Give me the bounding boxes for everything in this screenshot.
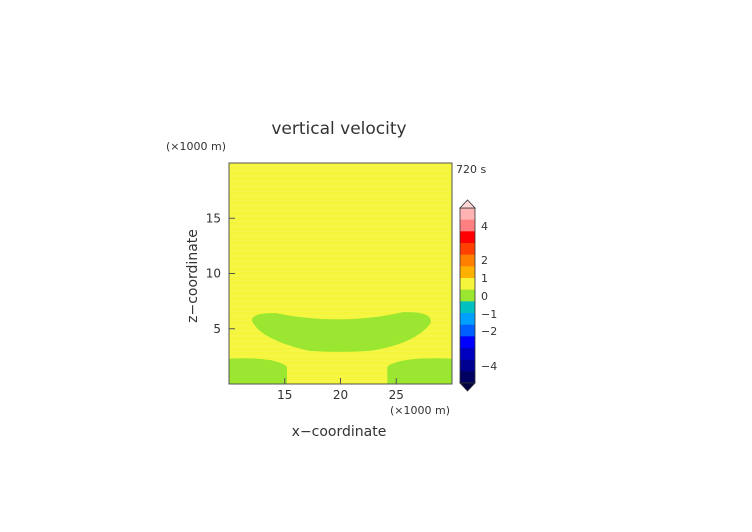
x-axis: 15 20 25 [277,378,404,402]
colorbar-label: −4 [481,360,497,373]
colorbar-segment [460,371,475,384]
y-axis-label: z−coordinate [185,229,201,323]
colorbar-segment [460,324,475,337]
colorbar-segment [460,289,475,302]
colorbar-bottom-arrow [459,382,476,392]
contour-region-lower-left [229,358,287,384]
colorbar-segment [460,336,475,349]
colorbar-label: 0 [481,290,488,303]
colorbar-label: −1 [481,308,497,321]
colorbar-top-arrow [459,199,476,209]
colorbar-segment [460,301,475,314]
colorbar-label: 4 [481,220,488,233]
y-tick-label: 15 [206,211,221,225]
colorbar-label: 1 [481,272,488,285]
chart-title: vertical velocity [271,119,406,139]
x-tick-label: 20 [333,388,348,402]
y-tick-label: 10 [206,267,221,281]
colorbar-segment [460,231,475,244]
colorbar-segment [460,313,475,326]
plot-area [228,162,453,385]
contour-region-upper-band [251,312,431,352]
colorbar-segment [460,359,475,372]
colorbar-segment [460,266,475,279]
colorbar-label: −2 [481,325,497,338]
y-tick-label: 5 [213,322,221,336]
colorbar-segment [460,243,475,256]
x-tick-label: 15 [277,388,292,402]
colorbar-label: 2 [481,254,488,267]
colorbar-segment [460,278,475,291]
x-tick-label: 25 [389,388,404,402]
time-label: 720 s [456,163,486,176]
x-axis-label: x−coordinate [292,424,387,440]
y-axis: 5 10 15 [206,211,235,336]
y-scale-label: (×1000 m) [166,140,226,153]
colorbar-segment [460,348,475,361]
x-scale-label: (×1000 m) [390,404,450,417]
contour-region-lower-right [387,358,452,384]
colorbar-segment [460,208,475,221]
colorbar: 4 2 1 0 −1 −2 −4 [459,199,497,392]
colorbar-segment [460,219,475,232]
colorbar-segment [460,254,475,267]
